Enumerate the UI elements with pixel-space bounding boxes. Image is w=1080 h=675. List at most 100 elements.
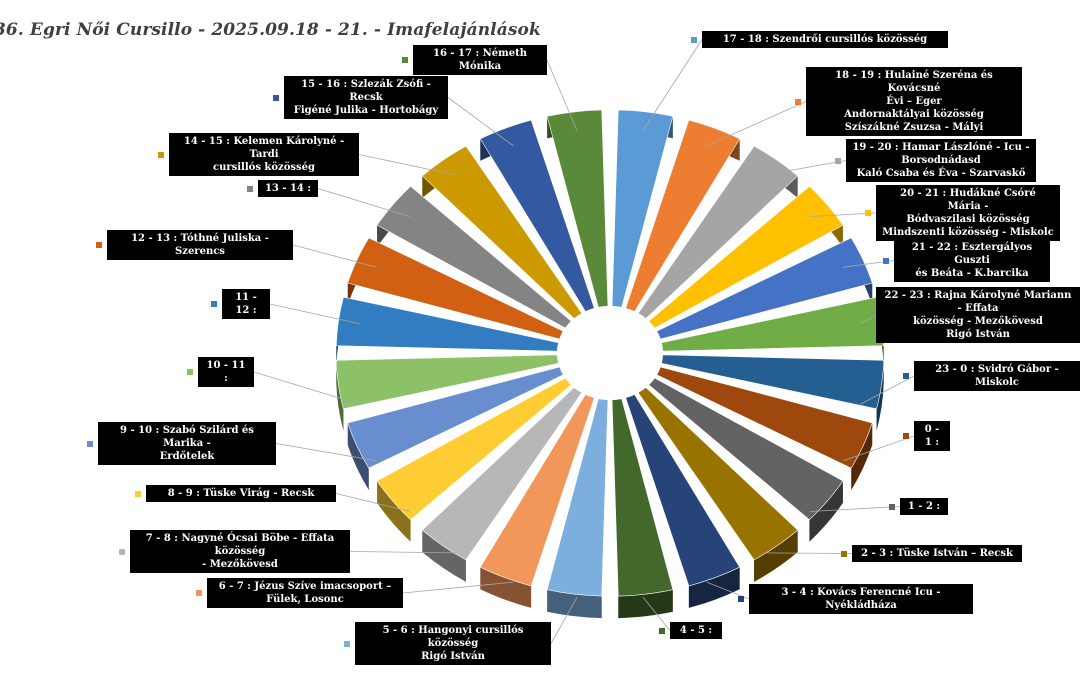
slice-side-10 [688, 567, 740, 608]
data-label-text: 8 - 9 : Tüske Virág - Recsk [167, 488, 315, 499]
data-label-text: 10 - 11 : [206, 360, 246, 384]
data-label-text: 3 - 4 : Kovács Ferencné Icu - Nyékládház… [781, 587, 941, 611]
slice-3 [648, 185, 844, 329]
data-label-text: 13 - 14 : [264, 183, 312, 194]
leader-line [763, 160, 847, 176]
legend-key-marker [247, 185, 253, 192]
slice-10 [625, 394, 741, 587]
slice-6 [661, 354, 885, 410]
leader-line [358, 154, 457, 176]
data-label: 17 - 18 : Szendrői cursillós közösség [691, 31, 948, 48]
data-label: 8 - 9 : Tüske Virág - Recsk [135, 485, 336, 502]
legend-key-marker [158, 151, 164, 158]
legend-key-marker [135, 490, 141, 497]
data-label-text: 12 - 13 : Tóthné Juliska - Szerencs [131, 233, 269, 257]
slice-side-11 [618, 589, 673, 619]
data-label-text: 6 - 7 : Jézus Szíve imacsoport – Fülek, … [218, 581, 392, 605]
legend-key-marker [344, 640, 350, 647]
leader-line [642, 597, 671, 631]
slice-14 [421, 387, 583, 561]
legend-key-marker [402, 57, 408, 63]
slice-19 [347, 237, 564, 340]
data-label: 12 - 13 : Tóthné Juliska - Szerencs [96, 230, 293, 260]
slice-side-7 [851, 423, 873, 491]
data-label: 16 - 17 : Németh Mónika [402, 45, 547, 75]
data-label: 4 - 5 : [659, 622, 722, 639]
slice-side-6 [876, 360, 884, 431]
data-label: 5 - 6 : Hangonyi cursillós közösség Rigó… [344, 622, 551, 665]
leader-line [349, 551, 457, 554]
leader-line [253, 371, 360, 405]
data-label: 10 - 11 : [187, 357, 254, 387]
legend-key-marker [691, 36, 697, 43]
leader-line [810, 506, 901, 512]
slice-16 [347, 366, 564, 469]
leader-line [843, 435, 915, 462]
slice-11 [611, 398, 674, 597]
data-label: 11 - 12 : [211, 289, 270, 319]
slice-21 [421, 145, 583, 319]
data-label: 0 - 1 : [903, 421, 950, 451]
legend-key-marker [119, 548, 125, 555]
slice-side-15 [377, 480, 411, 542]
data-label-text: 16 - 17 : Németh Mónika [433, 48, 527, 72]
legend-key-marker [738, 596, 744, 602]
data-label: 21 - 22 : Esztergályos Guszti és Beáta -… [883, 239, 1050, 282]
data-label: 1 - 2 : [889, 498, 948, 515]
leader-line [706, 101, 807, 147]
legend-key-marker [187, 369, 193, 375]
data-label: 7 - 8 : Nagyné Ócsai Böbe - Effata közös… [119, 530, 350, 573]
legend-key-marker [883, 257, 889, 264]
data-label: 13 - 14 : [247, 180, 318, 197]
data-label-text: 4 - 5 : [679, 625, 713, 636]
data-label-text: 1 - 2 : [907, 501, 941, 512]
data-label: 9 - 10 : Szabó Szilárd és Marika - Erdőt… [87, 422, 276, 465]
slice-18 [335, 296, 559, 352]
data-label-text: 22 - 23 : Rajna Károlyné Mariann - Effat… [884, 290, 1072, 340]
leader-line [860, 375, 915, 405]
legend-key-marker [841, 550, 847, 557]
legend-key-marker [835, 157, 841, 164]
data-label-text: 9 - 10 : Szabó Szilárd és Marika - Erdőt… [120, 425, 254, 462]
slice-side-9 [754, 530, 798, 582]
legend-key-marker [903, 373, 909, 379]
slice-0 [611, 109, 674, 308]
leader-line [269, 303, 360, 325]
slice-13 [479, 394, 595, 587]
leader-line [763, 552, 853, 554]
slice-side-13 [480, 567, 532, 608]
legend-key-marker [865, 312, 871, 318]
data-label-text: 0 - 1 : [924, 424, 940, 448]
legend-key-marker [196, 590, 202, 596]
slice-side-8 [809, 480, 843, 542]
legend-key-marker [659, 627, 665, 634]
leader-line [860, 314, 877, 325]
legend-key-marker [211, 301, 217, 307]
slice-side-12 [547, 589, 602, 619]
data-label: 23 - 0 : Svidró Gábor - Miskolc [903, 361, 1080, 391]
chart-title: 36. Egri Női Cursillo - 2025.09.18 - 21.… [0, 20, 541, 40]
data-label: 14 - 15 : Kelemen Károlyné - Tardi cursi… [158, 133, 359, 176]
data-label: 18 - 19 : Hulainé Szeréna és Kovácsné Év… [795, 67, 1022, 136]
legend-key-marker [795, 98, 801, 105]
data-label: 19 - 20 : Hamar Lászlóné - Icu - Borsodn… [835, 139, 1036, 182]
data-label-text: 21 - 22 : Esztergályos Guszti és Beáta -… [911, 242, 1033, 279]
slice-17 [335, 354, 559, 410]
data-label: 20 - 21 : Hudákné Csóré Mária - Bódvaszi… [865, 185, 1060, 241]
data-label-text: 14 - 15 : Kelemen Károlyné - Tardi cursi… [183, 136, 345, 173]
legend-key-marker [865, 210, 871, 216]
leader-line [317, 188, 410, 217]
leader-line [447, 97, 514, 147]
data-label-text: 5 - 6 : Hangonyi cursillós közösség Rigó… [382, 625, 524, 662]
data-label-text: 19 - 20 : Hamar Lászlóné - Icu - Borsodn… [852, 142, 1030, 179]
slice-8 [648, 377, 844, 521]
slice-side-17 [336, 360, 344, 431]
slice-9 [637, 387, 799, 561]
slice-side-14 [422, 530, 466, 582]
leader-line [402, 581, 514, 594]
data-label-text: 11 - 12 : [235, 292, 257, 316]
legend-key-marker [96, 242, 102, 248]
legend-key-marker [273, 94, 279, 101]
slice-7 [656, 366, 873, 469]
data-label-text: 2 - 3 : Tüske István – Recsk [861, 548, 1013, 559]
